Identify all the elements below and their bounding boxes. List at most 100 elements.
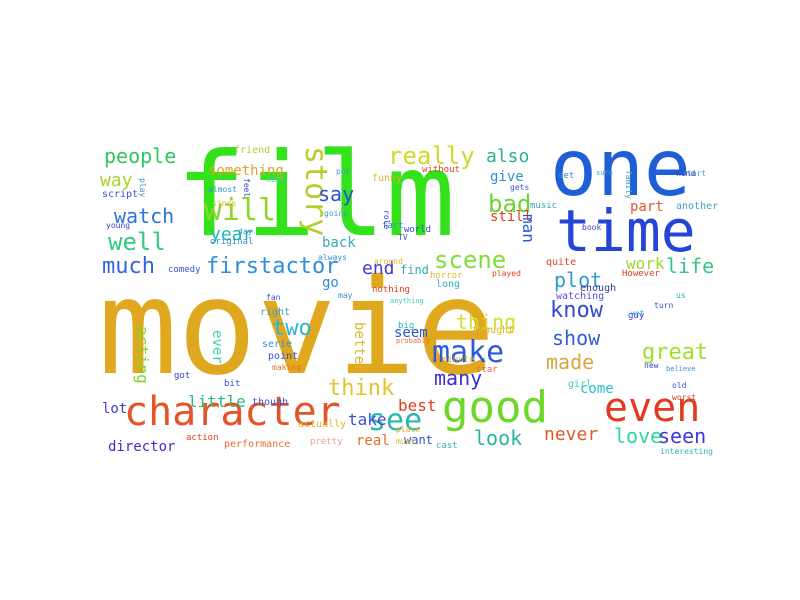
word-family: family [624,170,633,199]
word-must: must [396,437,416,446]
word-bad: bad [488,190,532,218]
word-play: play [138,178,147,198]
word-actually: actually [298,419,347,430]
word-really: really [388,142,475,170]
word-back: back [322,235,356,251]
word-one: one [550,130,691,214]
word-see: see [368,403,423,438]
word-put: put [336,167,351,176]
word-better: better [351,322,367,373]
word-us: us [676,291,686,300]
word-horror: horror [430,271,463,281]
word-without: without [422,165,460,175]
word-go: go [322,275,339,291]
word-little: little [188,392,246,411]
word-cast: cast [436,441,458,451]
word-believe: believe [666,365,696,373]
word-start: start [682,169,707,178]
word-watching: watching [556,291,605,302]
word-give: give [490,169,524,185]
word-never: never [544,424,599,445]
word-place: place [396,425,421,434]
word-probably: probably [396,337,430,345]
word-enough: enough [580,283,617,294]
word-original: original [210,237,254,247]
word-always: always [318,253,347,262]
word-director: director [108,439,176,455]
word-time: time [556,197,696,265]
word-may: may [338,291,353,300]
word-got: got [174,371,191,381]
word-lot: lot [102,401,128,417]
word-minute: minute [442,355,475,365]
word-fan: fan [266,293,281,302]
word-almost: almost [208,185,237,194]
word-something: something [208,163,284,179]
word-even: even [604,385,701,431]
word-another: another [676,201,719,212]
word-plot: plot [554,268,603,292]
word-worst: worst [672,393,697,402]
word-want: want [404,433,433,447]
word-love: love [614,424,663,448]
word-ever: ever [209,330,225,364]
word-day: day [238,227,253,236]
word-around: around [374,257,403,266]
word-film: film [176,130,456,263]
word-funny: funny [372,173,403,184]
word-set: set [558,171,575,181]
word-big: big [398,321,415,331]
word-kind: kind [676,169,696,178]
word-sure: sure [596,169,613,177]
word-feel: feel [242,178,251,198]
word-anything: anything [390,297,424,305]
word-say: say [318,182,355,206]
word-work: work [626,254,665,273]
word-turn: turn [654,301,674,310]
word-acting: acting [133,326,152,384]
word-long: long [436,279,461,290]
word-point: point [268,351,299,362]
word-firstactor: firstactor [206,254,339,279]
word-two: two [272,316,312,341]
word-new: new [644,361,659,370]
word-character: character [124,389,341,435]
word-real: real [356,433,390,449]
word-young: young [106,221,131,230]
word-year: year [210,224,254,245]
word-performance: performance [224,439,291,450]
word-script: script [102,189,139,200]
word-though: though [252,397,289,408]
word-take: take [348,410,387,429]
word-scene: scene [434,246,507,274]
word-many: many [434,366,483,390]
word-thing: thing [456,310,517,334]
word-world: world [404,225,432,235]
word-will: will [204,193,277,228]
word-star: star [476,365,498,375]
word-life: life [666,254,715,278]
word-good: good [442,382,548,433]
word-book: book [582,223,602,232]
word-come: come [580,381,614,397]
word-tv: TV [398,233,408,242]
word-played: played [492,269,521,278]
word-seen: seen [658,424,707,448]
word-gets: gets [510,183,530,192]
word-need: need [266,175,286,184]
word-going: going [324,209,349,218]
word-watch: watch [114,204,175,228]
word-comedy: comedy [168,265,201,275]
word-people: people [104,144,177,168]
word-friend: friend [234,145,271,156]
word-think: think [328,376,395,401]
word-movie: movie [100,251,496,405]
word-man: man [519,214,538,243]
word-best: best [398,396,437,415]
word-end: end [362,258,395,279]
word-well: well [108,228,166,256]
word-also: also [486,146,530,167]
word-old: old [672,381,687,390]
word-way: way [100,170,133,191]
word-fact: fact [382,221,404,231]
